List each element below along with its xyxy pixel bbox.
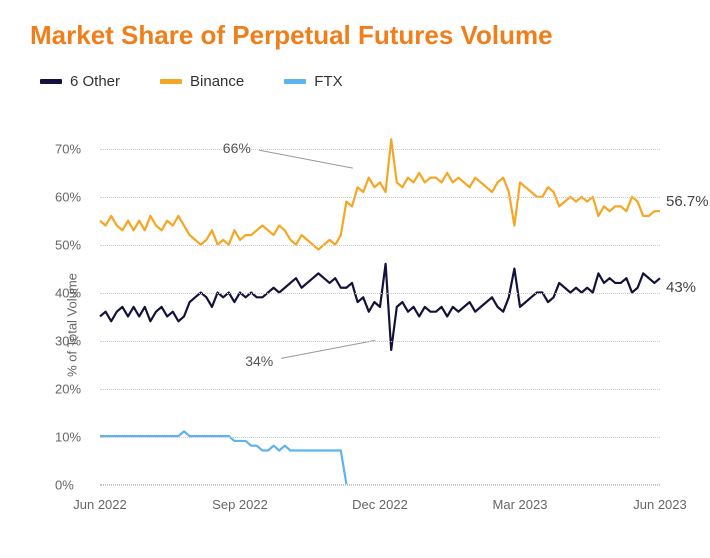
x-tick-label: Sep 2022 xyxy=(212,497,268,512)
annotation-label: 66% xyxy=(223,140,251,156)
legend: 6 Other Binance FTX xyxy=(40,73,680,90)
grid-line xyxy=(100,293,660,294)
plot-area: 0%10%20%30%40%50%60%70%Jun 2022Sep 2022D… xyxy=(100,125,660,485)
series-line xyxy=(100,431,346,484)
x-tick-label: Jun 2023 xyxy=(633,497,687,512)
series-line xyxy=(100,139,660,249)
grid-line xyxy=(100,485,660,486)
chart-area: % of Total Volume 0%10%20%30%40%50%60%70… xyxy=(40,115,680,535)
y-tick-label: 50% xyxy=(55,238,81,253)
y-tick-label: 10% xyxy=(55,430,81,445)
grid-line xyxy=(100,389,660,390)
grid-line xyxy=(100,437,660,438)
legend-label-binance: Binance xyxy=(190,73,244,90)
legend-swatch-ftx xyxy=(284,79,306,84)
x-tick-label: Dec 2022 xyxy=(352,497,408,512)
legend-item-other: 6 Other xyxy=(40,73,120,90)
y-tick-label: 20% xyxy=(55,382,81,397)
grid-line xyxy=(100,149,660,150)
end-label: 43% xyxy=(666,279,696,296)
y-tick-label: 40% xyxy=(55,286,81,301)
series-line xyxy=(100,264,660,350)
x-tick-label: Mar 2023 xyxy=(493,497,548,512)
y-tick-label: 0% xyxy=(55,478,74,493)
series-lines xyxy=(100,125,660,484)
y-tick-label: 70% xyxy=(55,142,81,157)
grid-line xyxy=(100,197,660,198)
annotation-leader xyxy=(281,340,375,358)
end-label: 56.7% xyxy=(666,193,709,210)
annotation-leader xyxy=(259,150,353,168)
grid-line xyxy=(100,341,660,342)
grid-line xyxy=(100,245,660,246)
y-tick-label: 30% xyxy=(55,334,81,349)
annotation-label: 34% xyxy=(245,353,273,369)
chart-title: Market Share of Perpetual Futures Volume xyxy=(30,20,680,51)
legend-swatch-binance xyxy=(160,79,182,84)
legend-item-binance: Binance xyxy=(160,73,244,90)
x-tick-label: Jun 2022 xyxy=(73,497,127,512)
y-tick-label: 60% xyxy=(55,190,81,205)
legend-item-ftx: FTX xyxy=(284,73,342,90)
legend-label-ftx: FTX xyxy=(314,73,342,90)
legend-swatch-other xyxy=(40,79,62,84)
legend-label-other: 6 Other xyxy=(70,73,120,90)
